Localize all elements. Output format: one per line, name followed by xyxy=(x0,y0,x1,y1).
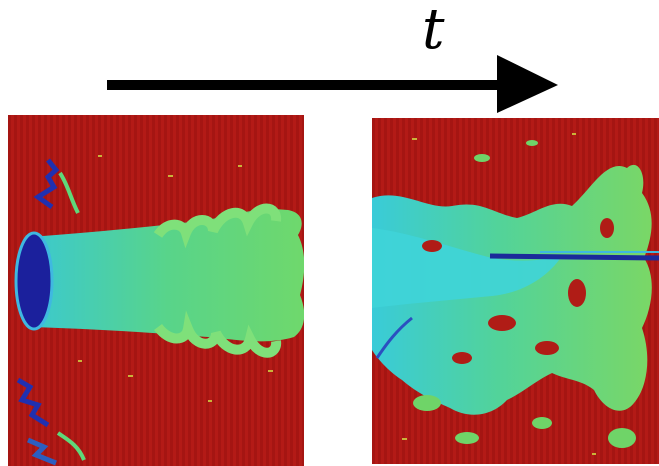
late-core xyxy=(372,228,562,308)
late-time-frame xyxy=(372,118,659,464)
early-wisp-bottom2 xyxy=(26,437,57,466)
early-wisp-top xyxy=(33,158,60,210)
time-arrow-shaft xyxy=(107,80,507,90)
late-blobs xyxy=(413,140,636,448)
early-vortex-bottom xyxy=(154,310,282,358)
early-specks xyxy=(78,155,273,402)
early-wisp-bottom-green xyxy=(56,431,86,461)
early-wisp-bottom xyxy=(16,377,50,428)
time-axis-label: t xyxy=(422,0,445,62)
late-red-patches xyxy=(422,218,614,364)
early-wisp-top-green xyxy=(58,171,80,214)
time-arrow xyxy=(107,55,558,113)
time-arrow-head xyxy=(497,55,558,113)
nozzle-disk xyxy=(14,231,54,331)
early-jet-body xyxy=(30,209,304,342)
early-vortex-top xyxy=(153,203,282,249)
early-time-image xyxy=(8,115,304,466)
late-specks xyxy=(402,133,596,455)
probe-rod xyxy=(489,253,659,261)
early-time-frame xyxy=(8,115,304,466)
late-time-image xyxy=(372,118,659,464)
late-streak xyxy=(375,316,413,359)
